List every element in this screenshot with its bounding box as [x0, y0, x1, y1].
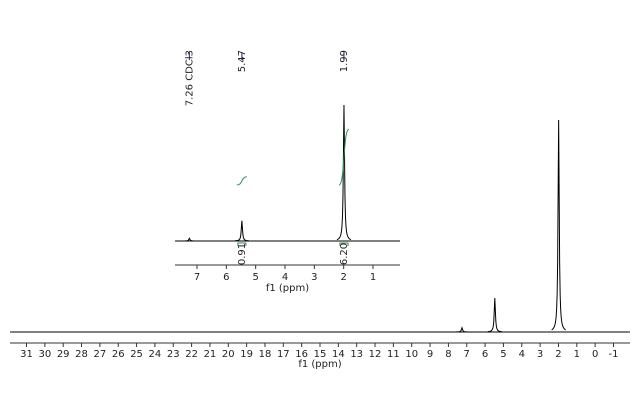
x-tick-label: 19	[240, 349, 253, 360]
integral-label: 6.20	[339, 243, 350, 265]
peak	[234, 220, 249, 242]
x-tick-label: 26	[112, 349, 125, 360]
x-tick-label: 20	[222, 349, 235, 360]
x-tick-label: 8	[445, 349, 451, 360]
x-tick-label: 25	[130, 349, 143, 360]
x-tick-label: 30	[38, 349, 51, 360]
x-tick-label: 12	[369, 349, 382, 360]
x-tick-label: 10	[405, 349, 418, 360]
x-tick-label: 24	[149, 349, 162, 360]
x-tick-label: 5	[252, 272, 258, 283]
x-tick-label: 4	[282, 272, 288, 283]
x-tick-label: 23	[167, 349, 180, 360]
x-tick-label: 7	[464, 349, 470, 360]
x-tick-label: 0	[592, 349, 598, 360]
peak	[182, 237, 197, 242]
x-axis-label: f1 (ppm)	[266, 283, 309, 294]
x-tick-label: 22	[185, 349, 198, 360]
peak-label: 5.47	[237, 50, 248, 72]
x-tick-label: 5	[500, 349, 506, 360]
x-tick-label: 7	[194, 272, 200, 283]
x-tick-label: 4	[519, 349, 525, 360]
x-tick-label: 1	[370, 272, 376, 283]
x-tick-label: 16	[295, 349, 308, 360]
x-tick-label: 6	[482, 349, 488, 360]
peak	[454, 326, 469, 333]
x-tick-label: -1	[608, 349, 618, 360]
x-tick-label: 1	[574, 349, 580, 360]
peak	[551, 119, 566, 331]
x-tick-label: 11	[387, 349, 400, 360]
integral-label: 0.91	[237, 243, 248, 265]
x-tick-label: 2	[340, 272, 346, 283]
peak	[487, 298, 502, 333]
x-tick-label: 28	[75, 349, 88, 360]
x-tick-label: 15	[314, 349, 327, 360]
x-tick-label: 3	[311, 272, 317, 283]
x-tick-label: 3	[537, 349, 543, 360]
x-tick-label: 18	[259, 349, 272, 360]
x-tick-label: 14	[332, 349, 345, 360]
x-tick-label: 27	[94, 349, 107, 360]
x-tick-label: 17	[277, 349, 290, 360]
integral-curve	[338, 128, 350, 186]
peak-label: 1.99	[339, 50, 350, 72]
peak	[336, 104, 352, 241]
x-tick-label: 21	[204, 349, 217, 360]
peak-label: 7.26 CDCl3	[184, 50, 195, 106]
x-tick-label: 31	[20, 349, 33, 360]
x-axis-label: f1 (ppm)	[298, 359, 341, 370]
integral-bracket	[237, 242, 247, 246]
x-tick-label: 13	[350, 349, 363, 360]
integral-curve	[236, 176, 247, 186]
x-tick-label: 9	[427, 349, 433, 360]
x-tick-label: 2	[555, 349, 561, 360]
x-tick-label: 29	[57, 349, 70, 360]
integral-bracket	[339, 242, 349, 246]
x-tick-label: 6	[223, 272, 229, 283]
